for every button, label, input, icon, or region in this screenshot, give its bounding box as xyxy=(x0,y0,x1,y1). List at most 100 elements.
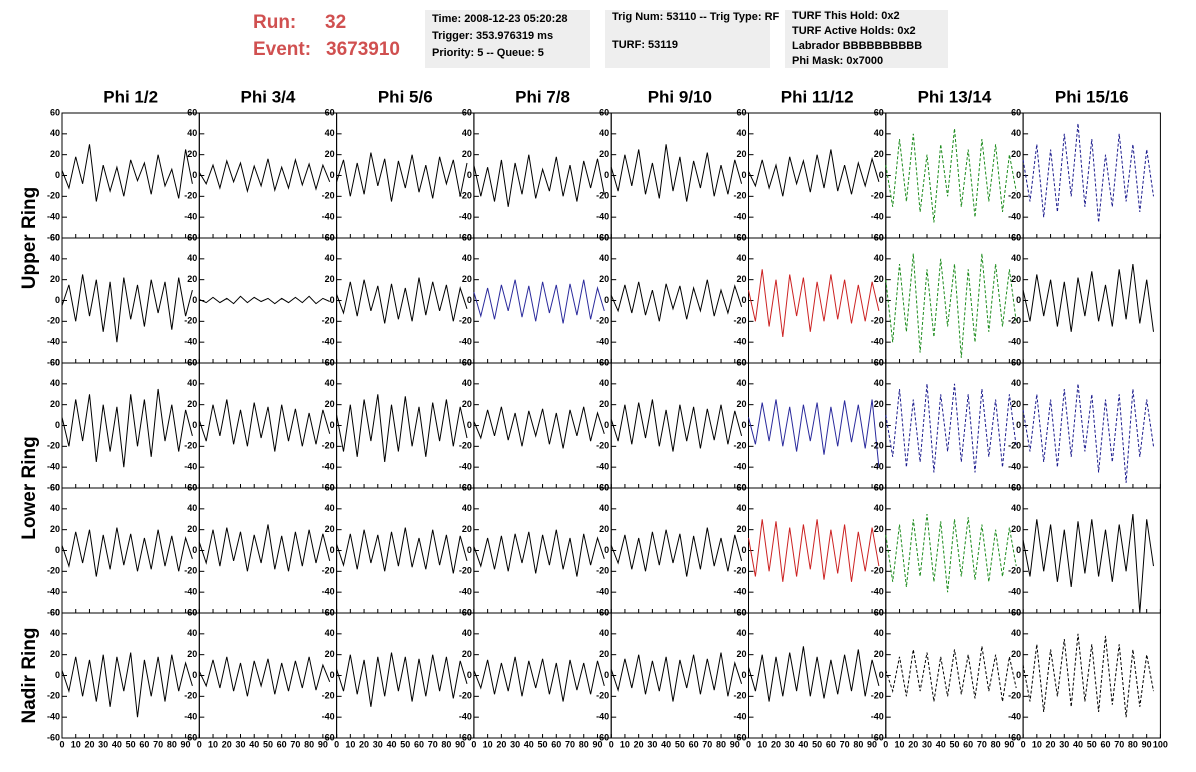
y-tick-label: -20 xyxy=(733,441,746,451)
y-tick-label: -60 xyxy=(459,357,472,367)
row-label: Nadir Ring xyxy=(19,627,40,723)
panel-frame xyxy=(1022,112,1161,239)
y-tick-label: 60 xyxy=(1011,607,1021,617)
waveform xyxy=(198,157,331,194)
x-tick-label: 10 xyxy=(1032,739,1042,749)
y-tick-label: 20 xyxy=(1011,399,1021,409)
x-tick-label: 30 xyxy=(785,739,795,749)
y-tick-label: 40 xyxy=(325,128,335,138)
y-tick-label: 20 xyxy=(599,649,609,659)
y-tick-label: -60 xyxy=(184,482,197,492)
x-tick-label: 40 xyxy=(1073,739,1083,749)
y-tick-label: -60 xyxy=(47,607,60,617)
y-tick-label: -60 xyxy=(871,232,884,242)
y-tick-label: -60 xyxy=(322,732,335,742)
y-tick-label: -60 xyxy=(596,607,609,617)
y-tick-label: -20 xyxy=(1008,691,1021,701)
y-tick-label: -20 xyxy=(47,441,60,451)
y-tick-label: -20 xyxy=(322,191,335,201)
waveform xyxy=(1022,513,1154,614)
y-tick-label: -40 xyxy=(733,712,746,722)
panel-frame xyxy=(61,362,200,489)
x-tick-label: 20 xyxy=(634,739,644,749)
y-tick-label: -40 xyxy=(596,587,609,597)
x-tick-label: 30 xyxy=(1059,739,1069,749)
x-tick-label: 0 xyxy=(471,739,476,749)
y-tick-label: -40 xyxy=(322,462,335,472)
y-tick-label: 60 xyxy=(874,357,884,367)
y-tick-label: 20 xyxy=(736,274,746,284)
x-tick-label: 70 xyxy=(840,739,850,749)
column-label: Phi 9/10 xyxy=(648,87,712,106)
waveform xyxy=(61,274,193,343)
y-tick-label: -40 xyxy=(322,587,335,597)
info-text: Phi Mask: 0x7000 xyxy=(792,55,883,67)
x-tick-label: 90 xyxy=(455,739,465,749)
y-tick-label: -40 xyxy=(871,337,884,347)
y-tick-label: -40 xyxy=(184,712,197,722)
y-tick-label: -40 xyxy=(871,212,884,222)
y-tick-label: 60 xyxy=(599,482,609,492)
y-tick-label: -20 xyxy=(47,316,60,326)
y-tick-label: -20 xyxy=(733,566,746,576)
run-label: Run: xyxy=(253,12,296,33)
y-tick-label: -60 xyxy=(322,482,335,492)
y-tick-label: -40 xyxy=(47,462,60,472)
y-tick-label: 20 xyxy=(1011,524,1021,534)
y-tick-label: 60 xyxy=(187,232,197,242)
y-tick-label: 0 xyxy=(879,420,884,430)
y-tick-label: -20 xyxy=(871,566,884,576)
y-tick-label: 60 xyxy=(599,107,609,117)
y-tick-label: 20 xyxy=(599,149,609,159)
y-tick-label: 40 xyxy=(599,128,609,138)
x-tick-label: 60 xyxy=(414,739,424,749)
y-tick-label: 0 xyxy=(467,670,472,680)
y-tick-label: 0 xyxy=(604,420,609,430)
y-tick-label: 0 xyxy=(55,545,60,555)
y-tick-label: 60 xyxy=(874,232,884,242)
y-tick-label: -40 xyxy=(871,587,884,597)
y-tick-label: -40 xyxy=(184,337,197,347)
y-tick-label: 40 xyxy=(187,253,197,263)
y-tick-label: 20 xyxy=(599,399,609,409)
y-tick-label: 0 xyxy=(879,170,884,180)
y-tick-label: -40 xyxy=(733,337,746,347)
y-tick-label: 20 xyxy=(50,649,60,659)
x-tick-label: 60 xyxy=(826,739,836,749)
y-tick-label: -40 xyxy=(733,462,746,472)
y-tick-label: 20 xyxy=(187,274,197,284)
y-tick-label: 40 xyxy=(599,628,609,638)
panel-frame xyxy=(610,612,750,739)
column-label: Phi 3/4 xyxy=(241,87,296,106)
y-tick-label: 60 xyxy=(462,107,472,117)
waveform xyxy=(748,519,880,582)
y-tick-label: -60 xyxy=(47,357,60,367)
x-tick-label: 10 xyxy=(757,739,767,749)
x-tick-label: 50 xyxy=(538,739,548,749)
y-tick-label: 60 xyxy=(736,482,746,492)
y-tick-label: -60 xyxy=(596,732,609,742)
x-tick-label: 90 xyxy=(730,739,740,749)
y-tick-label: 60 xyxy=(187,357,197,367)
info-text: Trig Num: 53110 -- Trig Type: RF xyxy=(612,11,780,23)
y-tick-label: 0 xyxy=(192,420,197,430)
y-tick-label: -60 xyxy=(1008,732,1021,742)
x-tick-label: 60 xyxy=(139,739,149,749)
y-tick-label: 20 xyxy=(874,149,884,159)
y-tick-label: -20 xyxy=(871,316,884,326)
x-tick-label: 0 xyxy=(746,739,751,749)
info-text: Trigger: 353.976319 ms xyxy=(432,30,553,42)
x-tick-label: 60 xyxy=(963,739,973,749)
x-tick-label: 70 xyxy=(702,739,712,749)
x-tick-label: 30 xyxy=(235,739,245,749)
y-tick-label: 20 xyxy=(50,399,60,409)
y-tick-label: 20 xyxy=(1011,149,1021,159)
y-tick-label: -40 xyxy=(733,587,746,597)
y-tick-label: -40 xyxy=(1008,712,1021,722)
x-tick-label: 90 xyxy=(181,739,191,749)
x-tick-label: 20 xyxy=(908,739,918,749)
y-tick-label: 0 xyxy=(467,295,472,305)
x-tick-label: 20 xyxy=(84,739,94,749)
y-tick-label: 20 xyxy=(736,399,746,409)
x-tick-label: 90 xyxy=(1142,739,1152,749)
